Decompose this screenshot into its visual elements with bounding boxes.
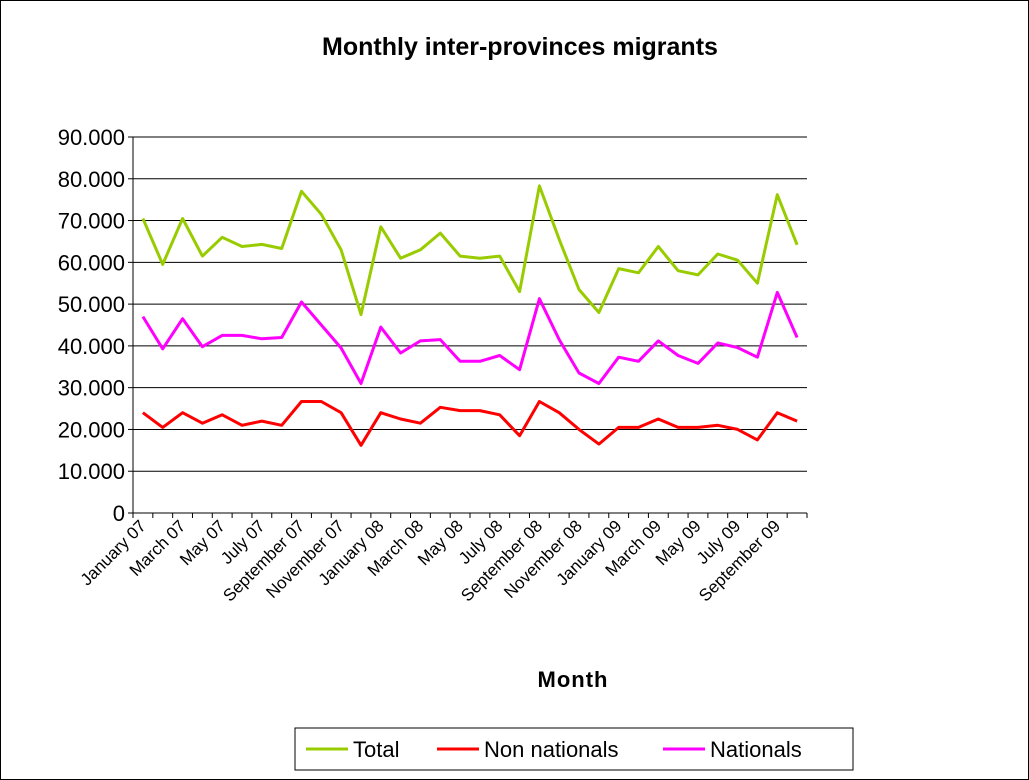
y-tick-label: 40.000 bbox=[58, 334, 125, 359]
series-line-total bbox=[141, 184, 799, 317]
x-axis-title: Month bbox=[538, 667, 609, 692]
y-tick-label: 20.000 bbox=[58, 417, 125, 442]
y-tick-label: 70.000 bbox=[58, 209, 125, 234]
y-tick-label: 0 bbox=[113, 501, 125, 526]
x-tick-label: May 08 bbox=[414, 516, 467, 569]
y-tick-label: 80.000 bbox=[58, 167, 125, 192]
legend-label-total: Total bbox=[353, 737, 399, 762]
x-tick-label: May 09 bbox=[652, 516, 705, 569]
x-tick-label: May 07 bbox=[176, 516, 229, 569]
legend: Total Non nationals Nationals bbox=[294, 727, 854, 771]
series-line-non-nationals bbox=[142, 400, 798, 447]
chart-title: Monthly inter-provinces migrants bbox=[322, 33, 718, 61]
y-tick-label: 90.000 bbox=[58, 125, 125, 150]
y-tick-label: 60.000 bbox=[58, 250, 125, 275]
legend-box bbox=[294, 727, 854, 771]
y-tick-label: 50.000 bbox=[58, 292, 125, 317]
y-tick-label: 30.000 bbox=[58, 376, 125, 401]
plot-area: 0 10.000 20.000 30.000 40.000 50.000 60.000 70.… bbox=[58, 125, 808, 605]
legend-label-nationals: Nationals bbox=[710, 737, 802, 762]
series-line-nationals bbox=[141, 290, 799, 385]
legend-label-non-nationals: Non nationals bbox=[484, 737, 619, 762]
y-tick-label: 10.000 bbox=[58, 459, 125, 484]
